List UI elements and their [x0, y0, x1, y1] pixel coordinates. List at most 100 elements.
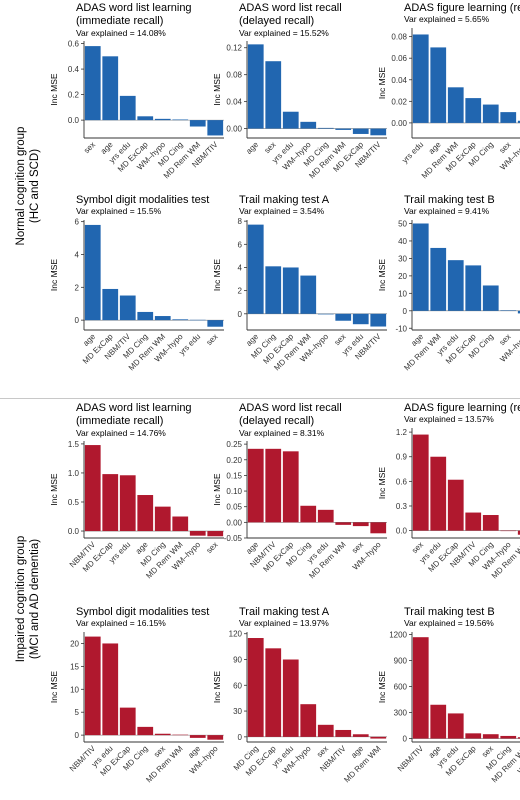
bar	[265, 648, 282, 737]
bar	[189, 319, 206, 321]
bar	[207, 735, 224, 740]
bar	[119, 95, 136, 121]
bar	[207, 531, 224, 537]
bar	[412, 223, 429, 311]
y-tick-label: 1.5	[68, 440, 80, 449]
y-tick-label: 0.25	[226, 440, 242, 449]
bar	[282, 451, 299, 523]
y-tick-label: 0	[403, 307, 408, 316]
bar	[137, 495, 154, 532]
y-tick-label: 0	[238, 733, 243, 742]
group-divider	[0, 398, 520, 399]
bar	[84, 46, 101, 121]
y-tick-label: 0.20	[226, 456, 242, 465]
bar	[430, 47, 447, 123]
y-tick-label: 2	[75, 283, 80, 292]
bar	[517, 737, 520, 739]
bar	[447, 479, 464, 531]
chart-title: ADAS word list learning	[76, 2, 192, 14]
chart-subtitle: Var explained = 14.76%	[76, 428, 166, 438]
bar	[172, 516, 189, 532]
y-tick-label: 120	[229, 630, 243, 639]
bar	[84, 224, 101, 321]
y-tick-label: 0.00	[226, 125, 242, 134]
y-tick-label: 0.10	[226, 487, 242, 496]
bar	[282, 111, 299, 129]
y-tick-label: 0	[75, 731, 80, 740]
y-tick-label: 1.2	[396, 428, 408, 437]
chart-title: (immediate recall)	[76, 415, 163, 427]
bar	[265, 266, 282, 314]
chart-panel-3: ADAS figure learning (recall)Var explain…	[377, 2, 520, 180]
y-tick-label: 0.0	[396, 527, 408, 536]
chart-title: (delayed recall)	[239, 15, 314, 27]
y-tick-label: 0.6	[68, 40, 80, 49]
y-axis-label: Inc MSE	[212, 473, 222, 505]
bar	[447, 87, 464, 123]
bar	[412, 434, 429, 531]
chart-title: ADAS word list learning	[76, 402, 192, 414]
y-tick-label: 0.04	[226, 98, 242, 107]
y-tick-label: 4	[75, 250, 80, 259]
y-tick-label: 0.00	[226, 518, 242, 527]
y-tick-label: 0.08	[226, 71, 242, 80]
chart-title: (immediate recall)	[76, 15, 163, 27]
bar	[300, 121, 317, 129]
bar	[119, 707, 136, 736]
bar	[84, 445, 101, 532]
y-tick-label: 0.15	[226, 471, 242, 480]
y-tick-label: 0.04	[391, 76, 407, 85]
bar	[465, 265, 482, 311]
y-tick-label: 5	[75, 708, 80, 717]
chart-panel-9: ADAS figure learning (recall)Var explain…	[377, 402, 520, 580]
bar	[102, 56, 119, 121]
bar	[517, 120, 520, 123]
y-tick-label: 1.0	[68, 469, 80, 478]
bar	[335, 729, 352, 737]
bar	[335, 128, 352, 130]
group-label-normal-line2: (HC and SCD)	[29, 148, 41, 224]
bar	[300, 275, 317, 314]
y-tick-label: 90	[233, 656, 242, 665]
bar	[430, 456, 447, 531]
chart-title: Symbol digit modalities test	[76, 606, 209, 618]
bar	[500, 310, 517, 311]
bar	[370, 128, 387, 136]
bar	[172, 319, 189, 321]
bar	[119, 295, 136, 321]
bar	[482, 285, 499, 311]
y-tick-label: 4	[238, 263, 243, 272]
bar	[102, 643, 119, 736]
y-tick-label: 900	[394, 657, 408, 666]
y-tick-label: 0	[238, 310, 243, 319]
bar	[84, 636, 101, 736]
bar	[412, 34, 429, 123]
y-tick-label: 50	[398, 219, 407, 228]
y-tick-label: 0.4	[68, 65, 80, 74]
bar	[500, 530, 517, 532]
chart-subtitle: Var explained = 16.15%	[76, 618, 166, 628]
y-axis-label: Inc MSE	[212, 73, 222, 105]
bar	[335, 313, 352, 321]
bar	[317, 509, 334, 523]
bar	[102, 288, 119, 321]
y-tick-label: 6	[75, 218, 80, 227]
y-tick-label: 10	[70, 685, 79, 694]
y-tick-label: 0.08	[391, 33, 407, 42]
y-tick-label: 0.0	[68, 527, 80, 536]
bar	[265, 448, 282, 523]
chart-subtitle: Var explained = 3.54%	[239, 206, 325, 216]
y-axis-label: Inc MSE	[49, 73, 59, 105]
bar	[172, 734, 189, 736]
chart-panel-7: ADAS word list learning(immediate recall…	[49, 402, 224, 580]
bar	[247, 44, 264, 129]
bar	[247, 224, 264, 314]
y-tick-label: 0.02	[391, 97, 407, 106]
bar	[137, 311, 154, 321]
group-label-impaired-line1: Impaired cognition group	[15, 535, 27, 663]
chart-title: Trail making test B	[404, 606, 495, 618]
bar	[482, 104, 499, 123]
bar	[352, 128, 369, 134]
